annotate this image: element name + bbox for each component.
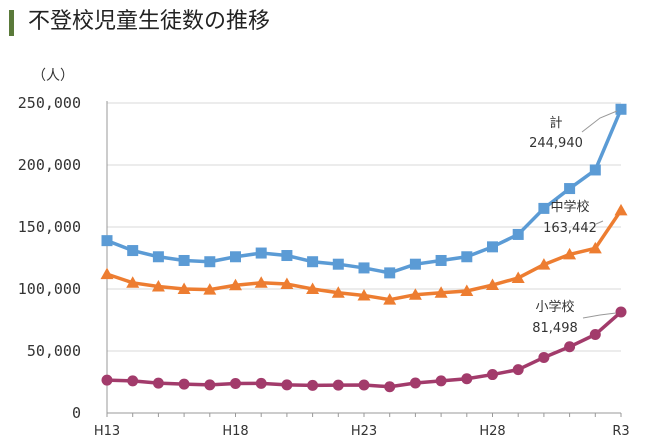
data-point bbox=[152, 251, 164, 263]
data-point bbox=[357, 288, 371, 301]
y-tick-label: 250,000 bbox=[18, 94, 81, 112]
data-point bbox=[614, 203, 628, 216]
annotation-value: 244,940 bbox=[529, 136, 583, 151]
data-point bbox=[384, 267, 396, 279]
data-point bbox=[434, 286, 448, 298]
data-point bbox=[151, 280, 165, 292]
data-point bbox=[435, 375, 447, 387]
annotation-value: 163,442 bbox=[543, 221, 597, 236]
data-point bbox=[307, 379, 319, 391]
data-point bbox=[203, 283, 217, 295]
x-tick-label: H13 bbox=[94, 424, 120, 439]
data-point bbox=[564, 341, 576, 353]
data-point bbox=[332, 379, 344, 391]
series-group bbox=[100, 103, 628, 393]
annotation-leader bbox=[595, 220, 604, 225]
data-point bbox=[101, 374, 113, 386]
y-tick-label: 0 bbox=[72, 404, 81, 422]
data-point bbox=[511, 271, 525, 283]
series-2 bbox=[100, 203, 628, 305]
data-point bbox=[589, 164, 601, 176]
annotation-series-name: 計 bbox=[549, 115, 562, 131]
data-point bbox=[408, 288, 422, 300]
data-point bbox=[615, 103, 627, 115]
y-tick-label: 150,000 bbox=[18, 218, 81, 236]
x-tick-label: R3 bbox=[612, 424, 629, 439]
x-axis-ticks: H13 H18 H23 H28 R3 bbox=[94, 413, 630, 439]
x-tick-label: H23 bbox=[351, 424, 377, 439]
data-point bbox=[230, 377, 241, 389]
data-point bbox=[255, 247, 267, 259]
annotation-3: 小学校 81,498 bbox=[532, 299, 617, 336]
data-point bbox=[512, 364, 524, 376]
data-point bbox=[178, 378, 190, 390]
data-point bbox=[307, 256, 319, 268]
data-point bbox=[332, 258, 344, 270]
data-point bbox=[254, 276, 268, 288]
data-point bbox=[409, 258, 421, 270]
data-point bbox=[461, 251, 473, 263]
data-point bbox=[538, 202, 550, 214]
data-point bbox=[487, 241, 498, 253]
title-accent-bar bbox=[9, 10, 14, 36]
data-point bbox=[383, 293, 397, 305]
annotation-2: 中学校 163,442 bbox=[543, 199, 604, 236]
series-annotations: 計 244,940 中学校 163,442 小学校 81,498 bbox=[529, 110, 618, 336]
data-point bbox=[127, 245, 139, 257]
data-point bbox=[461, 373, 473, 385]
data-point bbox=[460, 284, 474, 296]
data-point bbox=[589, 329, 601, 341]
data-point bbox=[564, 183, 576, 195]
annotation-series-name: 中学校 bbox=[550, 199, 589, 215]
data-point bbox=[100, 267, 114, 280]
data-point bbox=[487, 369, 498, 381]
data-point bbox=[588, 241, 602, 254]
data-point bbox=[281, 250, 293, 262]
series-3 bbox=[101, 306, 627, 393]
data-point bbox=[127, 375, 139, 387]
data-point bbox=[615, 306, 627, 318]
annotation-leader bbox=[582, 312, 617, 319]
data-point bbox=[280, 277, 294, 290]
page-title: 不登校児童生徒数の推移 bbox=[28, 9, 271, 34]
data-point bbox=[177, 282, 191, 294]
series-1 bbox=[101, 103, 627, 279]
data-point bbox=[538, 351, 550, 363]
y-tick-label: 200,000 bbox=[18, 156, 81, 174]
y-axis-unit-label: （人） bbox=[32, 68, 74, 84]
y-tick-label: 100,000 bbox=[18, 280, 81, 298]
data-point bbox=[281, 379, 293, 391]
data-point bbox=[152, 377, 164, 389]
data-point bbox=[204, 379, 216, 391]
data-point bbox=[126, 276, 140, 288]
data-point bbox=[358, 379, 370, 391]
data-point bbox=[435, 254, 447, 266]
annotation-value: 81,498 bbox=[532, 321, 578, 336]
data-point bbox=[512, 228, 524, 240]
data-point bbox=[178, 254, 190, 266]
y-tick-label: 50,000 bbox=[27, 342, 81, 360]
data-point bbox=[229, 278, 242, 291]
data-point bbox=[358, 262, 370, 274]
annotation-leader bbox=[581, 110, 618, 133]
data-point bbox=[306, 282, 320, 294]
annotation-series-name: 小学校 bbox=[535, 299, 574, 315]
x-tick-label: H28 bbox=[479, 424, 505, 439]
x-tick-label: H18 bbox=[222, 424, 248, 439]
data-point bbox=[409, 377, 421, 389]
y-axis-ticks: 0 50,000 100,000 150,000 200,000 250,000 bbox=[18, 94, 81, 422]
data-point bbox=[230, 251, 241, 263]
annotation-1: 計 244,940 bbox=[529, 110, 618, 151]
data-point bbox=[255, 377, 267, 389]
data-point bbox=[537, 258, 551, 270]
data-point bbox=[563, 247, 577, 260]
data-point bbox=[101, 235, 113, 247]
data-point bbox=[204, 256, 216, 268]
series-line bbox=[106, 108, 623, 275]
data-point bbox=[384, 381, 396, 393]
data-point bbox=[486, 278, 499, 291]
data-point bbox=[331, 286, 345, 298]
